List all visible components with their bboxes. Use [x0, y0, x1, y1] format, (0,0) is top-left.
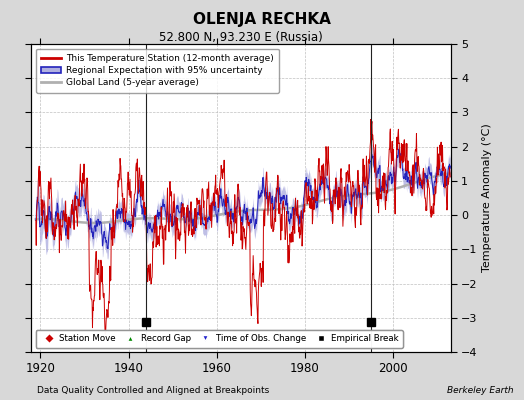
Y-axis label: Temperature Anomaly (°C): Temperature Anomaly (°C): [482, 124, 492, 272]
Text: Berkeley Earth: Berkeley Earth: [447, 386, 514, 395]
Legend: Station Move, Record Gap, Time of Obs. Change, Empirical Break: Station Move, Record Gap, Time of Obs. C…: [36, 330, 403, 348]
Text: OLENJA RECHKA: OLENJA RECHKA: [193, 12, 331, 27]
Title: 52.800 N, 93.230 E (Russia): 52.800 N, 93.230 E (Russia): [159, 31, 323, 44]
Text: Data Quality Controlled and Aligned at Breakpoints: Data Quality Controlled and Aligned at B…: [37, 386, 269, 395]
